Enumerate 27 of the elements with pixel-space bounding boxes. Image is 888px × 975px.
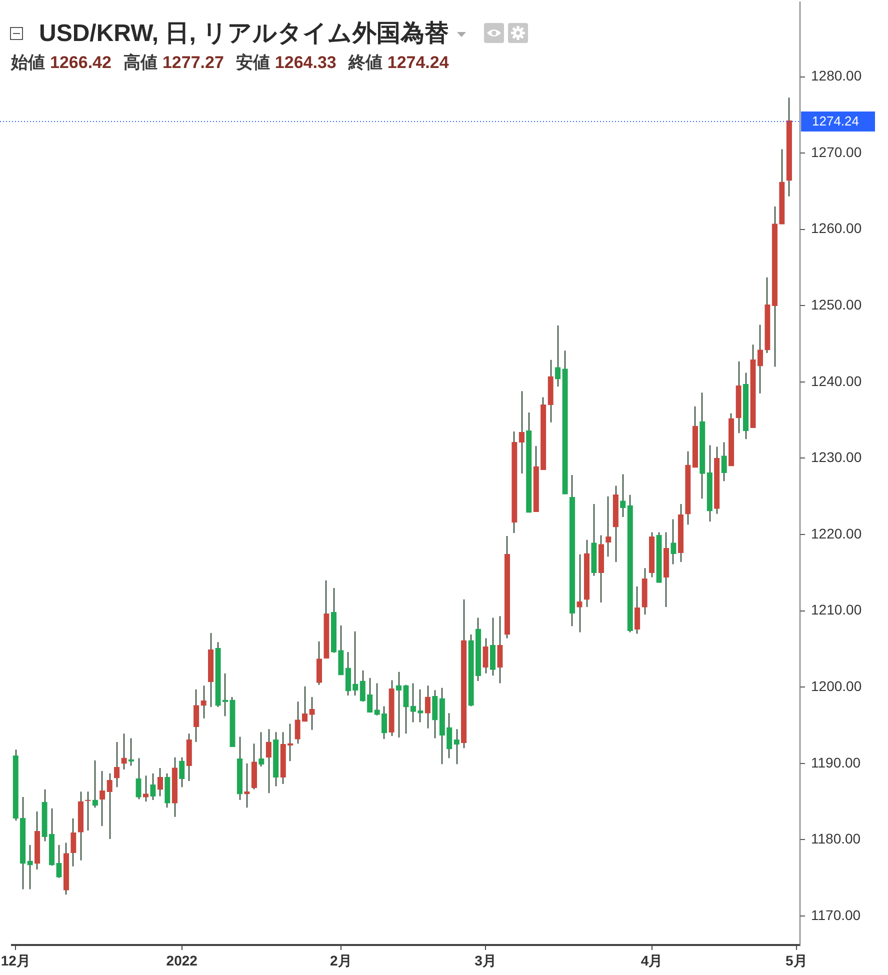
y-tick-label: 1240.00	[811, 372, 862, 389]
candlestick	[244, 763, 250, 808]
y-tick-label: 1210.00	[811, 602, 862, 618]
x-tick-label: 2022	[166, 952, 198, 968]
candlestick	[418, 689, 424, 722]
x-tick-label: 2月	[330, 952, 352, 968]
x-tick-label: 3月	[474, 952, 496, 968]
y-tick-label: 1170.00	[811, 906, 861, 923]
y-tick-label: 1190.00	[811, 754, 861, 770]
y-tick-label: 1200.00	[811, 678, 862, 694]
y-tick-label: 1230.00	[811, 449, 862, 466]
y-tick-label: 1180.00	[811, 830, 861, 847]
y-tick-label: 1270.00	[811, 144, 862, 160]
y-tick-label: 1220.00	[811, 525, 862, 542]
y-tick-label: 1250.00	[811, 296, 862, 313]
text: USD/KRW, 日, リアルタイム外国為替	[39, 19, 449, 49]
text: 始値 1266.42 高値 1277.27 安値 1264.33 終値 1274.24	[11, 53, 449, 72]
y-tick-label: 1260.00	[811, 220, 862, 236]
x-tick-label: 12月	[0, 952, 30, 968]
ref-line-label: 1274.24	[812, 114, 859, 129]
x-tick-label: 4月	[640, 952, 663, 968]
candlestick	[27, 845, 33, 890]
y-tick-label: 1280.00	[811, 68, 862, 84]
candlestick	[606, 496, 612, 557]
candlestick	[85, 792, 91, 831]
candlestick	[576, 554, 582, 632]
x-tick-label: 5月	[785, 952, 808, 968]
